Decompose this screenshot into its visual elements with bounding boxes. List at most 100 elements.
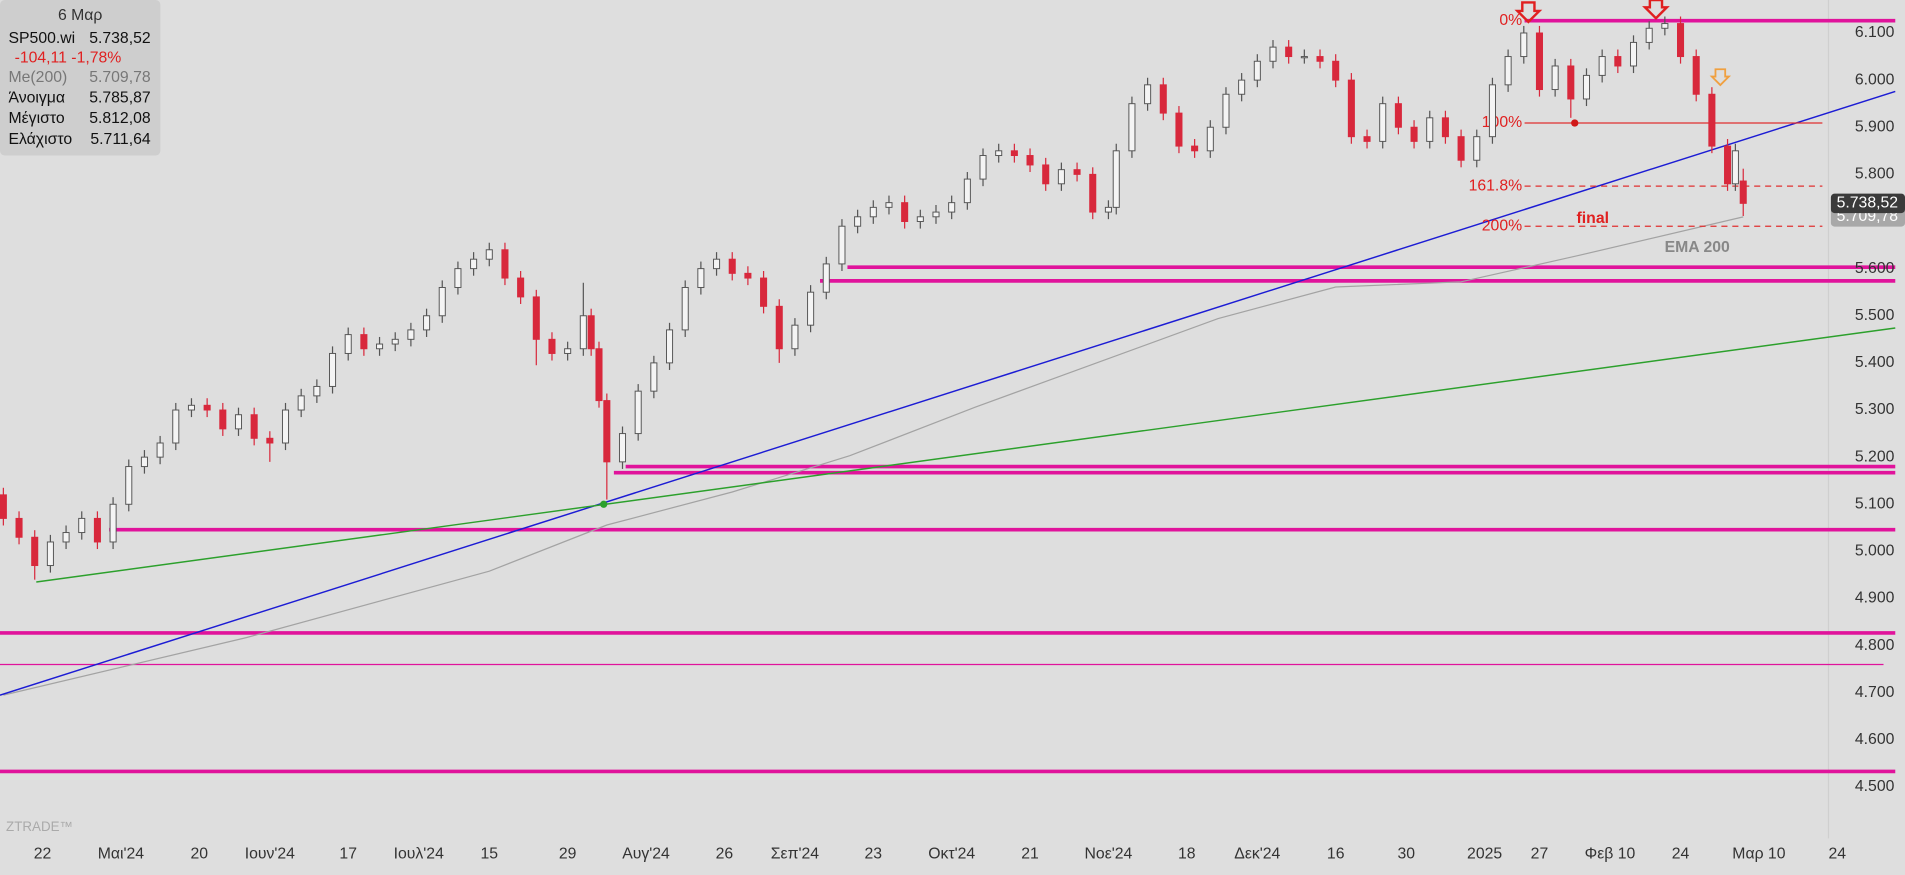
candle-body <box>172 409 180 444</box>
candle-body <box>1112 150 1120 208</box>
x-tick-label: Σεπ'24 <box>771 845 819 862</box>
candle-body <box>1724 145 1732 185</box>
candle-body <box>1042 164 1050 185</box>
candle-body <box>1598 56 1606 76</box>
candle-body <box>681 286 689 331</box>
candle-body <box>1677 23 1685 58</box>
ema-line <box>3 216 1744 696</box>
x-tick-label: Ιουν'24 <box>245 845 295 862</box>
candle-body <box>916 216 924 222</box>
y-tick-label: 5.300 <box>1855 401 1895 418</box>
x-tick-label: 15 <box>480 845 498 862</box>
candle-body <box>1144 84 1152 105</box>
candle-body <box>1222 93 1230 128</box>
candle-body <box>1363 136 1371 142</box>
info-background <box>0 0 161 156</box>
candle-body <box>203 404 211 411</box>
fib-label: 161.8% <box>1469 177 1523 194</box>
candle-body <box>1504 56 1512 86</box>
candle-body <box>501 249 509 279</box>
candle-body <box>587 315 595 350</box>
annotation: final <box>1577 210 1609 227</box>
candle-body <box>1441 117 1449 138</box>
y-tick-label: 4.700 <box>1855 684 1895 701</box>
candle-body <box>728 258 736 274</box>
candle-body <box>454 268 462 288</box>
candle-body <box>31 536 39 567</box>
candle-body <box>1089 173 1097 213</box>
candle-body <box>1535 32 1543 91</box>
candle-body <box>1410 126 1418 142</box>
candle-body <box>360 334 368 350</box>
x-tick-label: Αυγ'24 <box>622 845 670 862</box>
candle-body <box>1010 150 1018 157</box>
fib-label: 0% <box>1499 12 1522 29</box>
candle-body <box>775 305 783 350</box>
info-row-value: 5.812,08 <box>89 110 151 127</box>
x-tick-label: 20 <box>191 845 209 862</box>
candle-body <box>595 348 603 402</box>
candle-body <box>1300 56 1308 59</box>
candle-body <box>329 352 337 387</box>
y-tick-label: 6.000 <box>1855 71 1895 88</box>
plot-area: 0% 100% 161.8% 200% <box>0 12 1896 774</box>
candle-body <box>666 329 674 364</box>
x-tick-label: 21 <box>1021 845 1039 862</box>
candle-body <box>78 517 86 534</box>
candle-body <box>979 155 987 180</box>
x-tick-label: 30 <box>1397 845 1415 862</box>
candle-body <box>1253 60 1261 81</box>
candle-body <box>948 202 956 213</box>
candle-body <box>1316 56 1324 62</box>
candle-body <box>391 338 399 345</box>
candle-body <box>156 442 164 458</box>
info-row-value: 5.711,64 <box>90 131 150 148</box>
candle-body <box>1645 27 1653 43</box>
y-tick-label: 4.600 <box>1855 731 1895 748</box>
candle-body <box>1739 180 1747 204</box>
candle-body <box>697 268 705 288</box>
candle-body <box>713 258 721 270</box>
candle-body <box>1457 136 1465 161</box>
candle-body <box>1191 145 1199 152</box>
candle-body <box>1394 103 1402 128</box>
candle-body <box>266 437 274 444</box>
price-tag <box>1830 193 1905 214</box>
candle-body <box>46 541 54 567</box>
fib-label: 100% <box>1482 114 1522 131</box>
x-tick-label: 23 <box>865 845 883 862</box>
y-tick-label: 5.500 <box>1855 307 1895 324</box>
candle-body <box>109 503 117 543</box>
y-tick-label: 5.000 <box>1855 543 1895 560</box>
candle-body <box>838 225 846 265</box>
candle-body <box>187 404 195 411</box>
candle-body <box>140 456 148 468</box>
candle-body <box>963 178 971 204</box>
candle-body <box>1582 74 1591 100</box>
info-change: -104,11 -1,78% <box>15 49 122 66</box>
x-tick-label: 29 <box>559 845 577 862</box>
arrow <box>1642 0 1670 20</box>
candle-body <box>1426 117 1434 142</box>
candle-body <box>1159 84 1167 114</box>
candle-body <box>885 202 893 208</box>
x-tick-label: Ιουλ'24 <box>394 845 444 862</box>
candle-body <box>1551 65 1559 91</box>
y-tick-label: 5.400 <box>1855 354 1895 371</box>
candle-body <box>517 277 525 298</box>
arrow <box>1709 68 1732 87</box>
info-box: 6 Μαρ SP500.wi 5.738,52 -104,11 -1,78% M… <box>0 0 161 156</box>
candle-body <box>1073 169 1081 175</box>
y-tick-label: 4.500 <box>1855 778 1895 795</box>
x-tick-label: Μαρ 10 <box>1732 845 1785 862</box>
candle-body <box>1057 169 1065 185</box>
candle-body <box>1473 136 1481 161</box>
candle-body <box>1629 41 1638 67</box>
arrow <box>1514 1 1543 24</box>
candle-body <box>1269 46 1277 62</box>
candle-body <box>438 286 446 317</box>
candle-body <box>485 249 493 260</box>
candle-body <box>1347 79 1355 138</box>
anchor-point <box>600 500 608 508</box>
